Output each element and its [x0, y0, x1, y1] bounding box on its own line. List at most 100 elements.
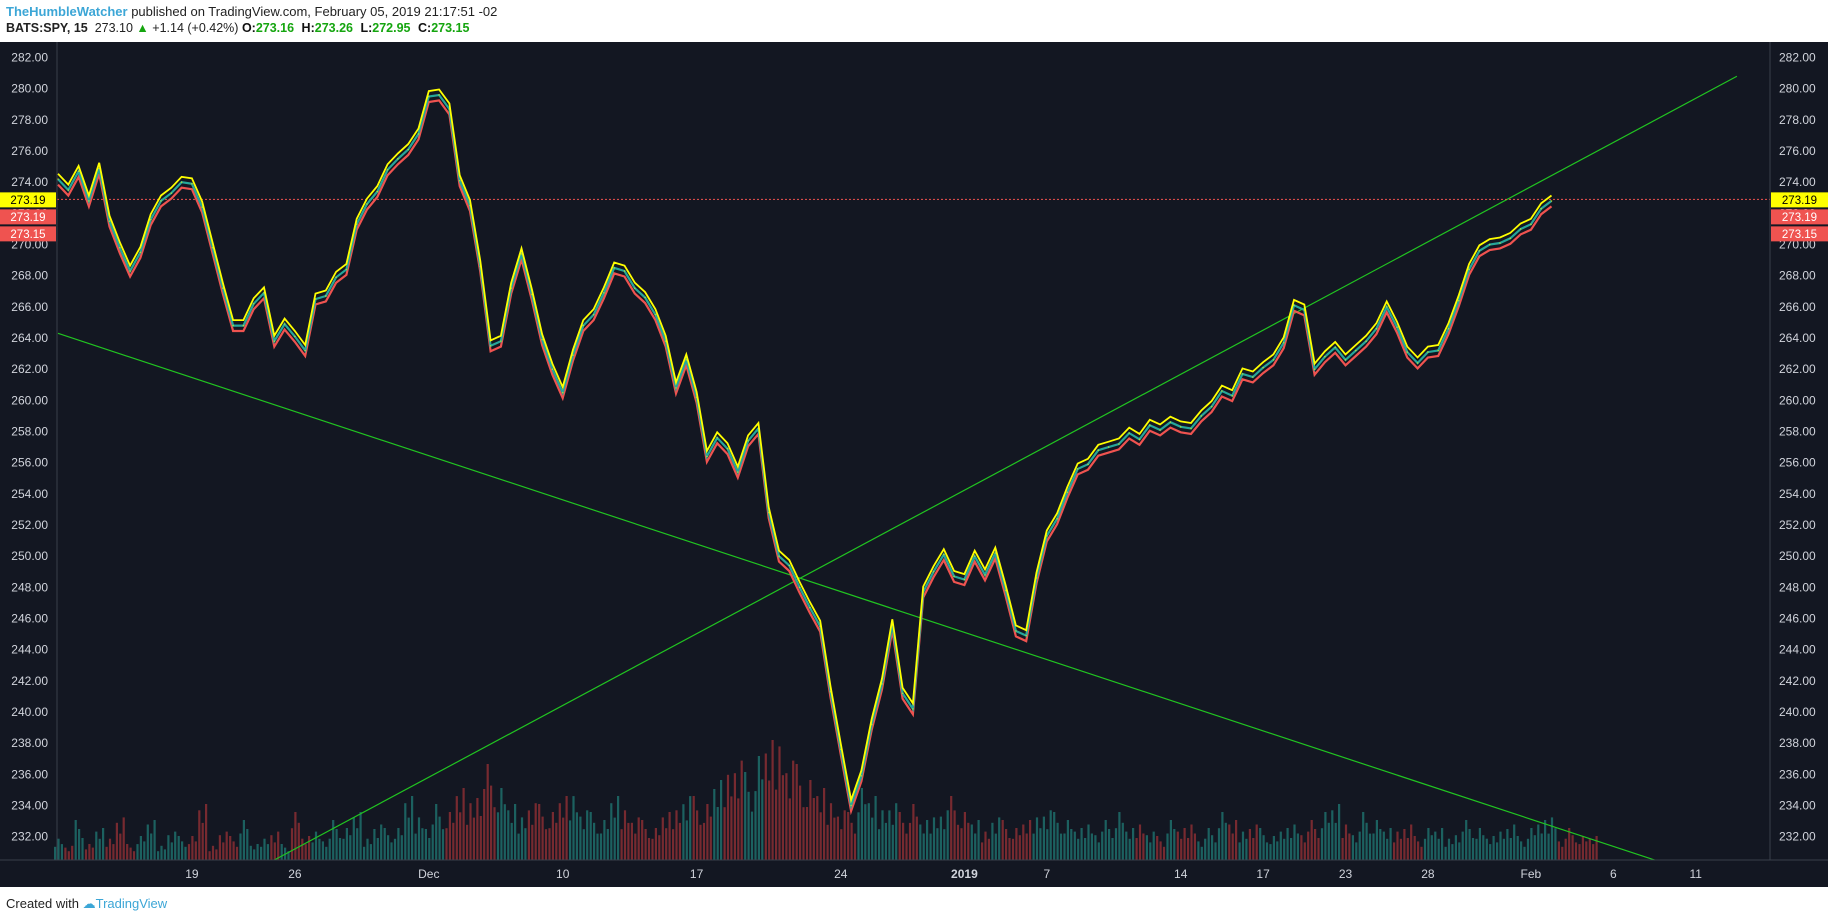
series-point — [201, 206, 203, 208]
price-label-text: 273.15 — [1782, 229, 1817, 241]
volume-bar — [1437, 838, 1440, 860]
series-point — [840, 748, 842, 751]
volume-bar — [878, 829, 881, 860]
brand-link[interactable]: TradingView — [95, 896, 168, 911]
series-point — [1313, 368, 1316, 371]
volume-bar — [551, 812, 554, 860]
y-tick-label: 280.00 — [1779, 82, 1816, 96]
volume-bar — [555, 822, 558, 860]
volume-bar — [1265, 842, 1269, 860]
symbol-label: BATS:SPY, 15 — [6, 21, 88, 35]
volume-bar — [1365, 822, 1368, 860]
y-tick-label: 258.00 — [11, 425, 48, 439]
volume-bar — [1303, 842, 1306, 860]
price-axis-left[interactable]: 282.00280.00278.00276.00274.00272.00270.… — [11, 51, 48, 844]
volume-bar — [376, 838, 379, 860]
volume-bar — [1101, 831, 1104, 860]
volume-bar — [857, 812, 860, 860]
volume-bar — [661, 817, 664, 860]
volume-bar — [1595, 836, 1598, 860]
volume-bar — [91, 847, 94, 860]
volume-bar — [623, 810, 627, 860]
series-point — [561, 391, 564, 394]
volume-bar — [198, 810, 201, 860]
volume-bar — [1035, 817, 1039, 860]
volume-bar — [136, 844, 139, 860]
volume-bar — [163, 849, 166, 860]
tradingview-logo-icon[interactable]: ☁ — [82, 896, 96, 911]
volume-bar — [177, 836, 180, 860]
series-point — [623, 270, 626, 272]
volume-bar — [397, 828, 400, 860]
volume-bar — [603, 820, 606, 860]
volume-bar — [108, 838, 112, 860]
series-point — [788, 564, 791, 567]
series-point — [1447, 327, 1450, 330]
series-point — [252, 302, 255, 305]
x-tick-label: 23 — [1339, 867, 1353, 881]
volume-bar — [1554, 828, 1557, 860]
volume-bar — [579, 816, 582, 860]
chart-area[interactable]: 282.00280.00278.00276.00274.00272.00270.… — [0, 42, 1828, 887]
volume-bar — [1475, 838, 1478, 860]
series-point — [1169, 421, 1172, 423]
volume-bar — [74, 820, 77, 860]
volume-bar — [977, 820, 980, 860]
series-point — [355, 223, 358, 226]
series-point — [263, 292, 265, 294]
volume-bar — [1427, 828, 1430, 860]
volume-bar — [1550, 817, 1554, 860]
volume-bar — [95, 831, 98, 860]
series-point — [634, 287, 636, 289]
volume-bar — [476, 798, 479, 860]
y-tick-label: 264.00 — [1779, 331, 1816, 345]
volume-bar — [1090, 833, 1093, 860]
series-point — [1293, 304, 1295, 307]
volume-bar — [266, 844, 269, 860]
volume-bar — [627, 822, 630, 860]
x-tick-label: 6 — [1610, 867, 1617, 881]
volume-bar — [696, 810, 699, 860]
volume-bar — [750, 811, 754, 860]
series-point — [891, 623, 894, 626]
volume-bar — [816, 796, 819, 860]
volume-bar — [833, 817, 836, 860]
time-axis[interactable] — [0, 860, 1828, 887]
volume-bar — [853, 833, 857, 860]
series-point — [1488, 243, 1491, 246]
y-tick-label: 242.00 — [1779, 674, 1816, 688]
volume-bar — [1108, 829, 1111, 860]
volume-bar — [1454, 835, 1457, 860]
volume-bar — [538, 804, 541, 860]
volume-bar — [1197, 841, 1200, 860]
volume-bar — [1248, 829, 1251, 860]
series-point — [469, 204, 471, 207]
y-tick-label: 268.00 — [11, 269, 48, 283]
volume-bar — [242, 820, 245, 860]
series-point — [541, 338, 543, 341]
series-point — [1427, 351, 1429, 353]
volume-bar — [709, 816, 712, 860]
volume-bar — [308, 836, 311, 860]
volume-bar — [527, 810, 530, 860]
series-point — [798, 586, 801, 589]
volume-bar — [1499, 831, 1502, 860]
volume-bar — [383, 828, 386, 860]
author-name[interactable]: TheHumbleWatcher — [6, 4, 128, 19]
series-point — [1149, 424, 1151, 427]
series-point — [57, 178, 59, 180]
volume-bar — [641, 820, 644, 860]
volume-bar — [88, 844, 91, 860]
volume-bar — [788, 798, 791, 860]
series-point — [314, 298, 317, 300]
trendlines[interactable] — [57, 75, 1738, 861]
volume-bar — [153, 820, 156, 860]
price-axis-right[interactable]: 282.00280.00278.00276.00274.00272.00270.… — [1779, 51, 1816, 844]
volume-bar — [455, 796, 458, 860]
series-point — [108, 220, 111, 222]
volume-bar — [1509, 838, 1512, 860]
high-label: H: — [301, 21, 315, 35]
volume-bar — [102, 828, 105, 860]
series-point — [1252, 376, 1254, 378]
volume-bar — [1307, 831, 1310, 860]
